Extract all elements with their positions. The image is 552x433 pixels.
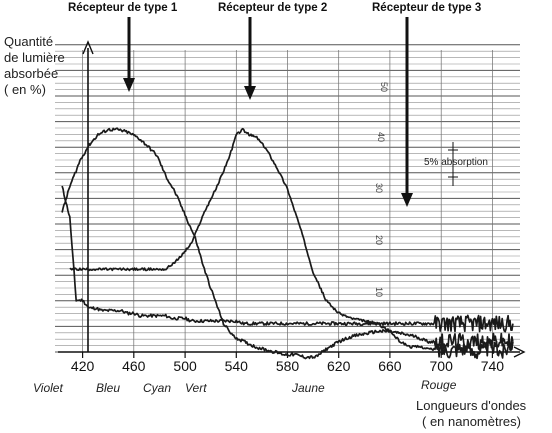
- y-label-line-1: Quantité: [4, 34, 53, 49]
- x-axis-arrowhead: [513, 346, 526, 358]
- right-scale-label-30: 30: [374, 183, 384, 193]
- receptor-1-label: Récepteur de type 1: [68, 2, 178, 14]
- receptor-2-label: Récepteur de type 2: [218, 2, 327, 14]
- absorption-annotation: 5% absorption: [424, 142, 488, 186]
- y-axis-arrowhead: [82, 40, 94, 55]
- color-labels: Violet Bleu Cyan Vert Jaune Rouge: [33, 378, 457, 395]
- receptor-labels: Récepteur de type 1 Récepteur de type 2 …: [68, 2, 481, 207]
- x-tick-label: 700: [430, 358, 454, 374]
- color-label-rouge: Rouge: [421, 378, 457, 392]
- x-tick-label: 620: [327, 358, 351, 374]
- x-tick-label: 420: [71, 358, 95, 374]
- x-label-line-2: ( en nanomètres): [422, 414, 521, 429]
- x-tick-label: 460: [122, 358, 146, 374]
- x-axis-label: Longueurs d'ondes ( en nanomètres): [416, 398, 527, 429]
- annotation-text: 5% absorption: [424, 157, 488, 168]
- x-tick-label: 660: [378, 358, 402, 374]
- x-tick-label: 740: [481, 358, 505, 374]
- color-label-violet: Violet: [33, 381, 63, 395]
- right-scale-label-20: 20: [374, 235, 384, 245]
- curve-receptor-2: [61, 127, 514, 360]
- receptor-3-arrowhead: [401, 193, 413, 207]
- y-label-line-3: absorbée: [4, 66, 58, 81]
- right-scale-label-50: 50: [379, 82, 389, 92]
- right-scale-label-10: 10: [374, 287, 384, 297]
- color-label-cyan: Cyan: [143, 381, 171, 395]
- y-axis-label: Quantité de lumière absorbée ( en %): [4, 34, 65, 97]
- curves: [61, 127, 514, 360]
- receptor-2-arrowhead: [244, 86, 256, 100]
- x-label-line-1: Longueurs d'ondes: [416, 398, 527, 413]
- y-label-line-4: ( en %): [4, 82, 46, 97]
- color-label-vert: Vert: [185, 381, 207, 395]
- x-tick-label: 580: [276, 358, 300, 374]
- grid-lines: [55, 44, 520, 358]
- color-label-jaune: Jaune: [291, 381, 325, 395]
- x-tick-label: 540: [225, 358, 249, 374]
- x-tick-label: 500: [173, 358, 197, 374]
- curve-receptor-3: [69, 127, 514, 360]
- receptor-1-arrowhead: [123, 78, 135, 92]
- curve-receptor-1: [61, 185, 514, 333]
- y-label-line-2: de lumière: [4, 50, 65, 65]
- receptor-3-label: Récepteur de type 3: [372, 2, 481, 14]
- x-tick-labels: 420 460 500 540 580 620 660 700 740: [71, 358, 504, 374]
- right-scale-label-40: 40: [376, 132, 386, 142]
- right-scale: 50 40 30 20 10: [374, 82, 389, 297]
- color-label-bleu: Bleu: [96, 381, 120, 395]
